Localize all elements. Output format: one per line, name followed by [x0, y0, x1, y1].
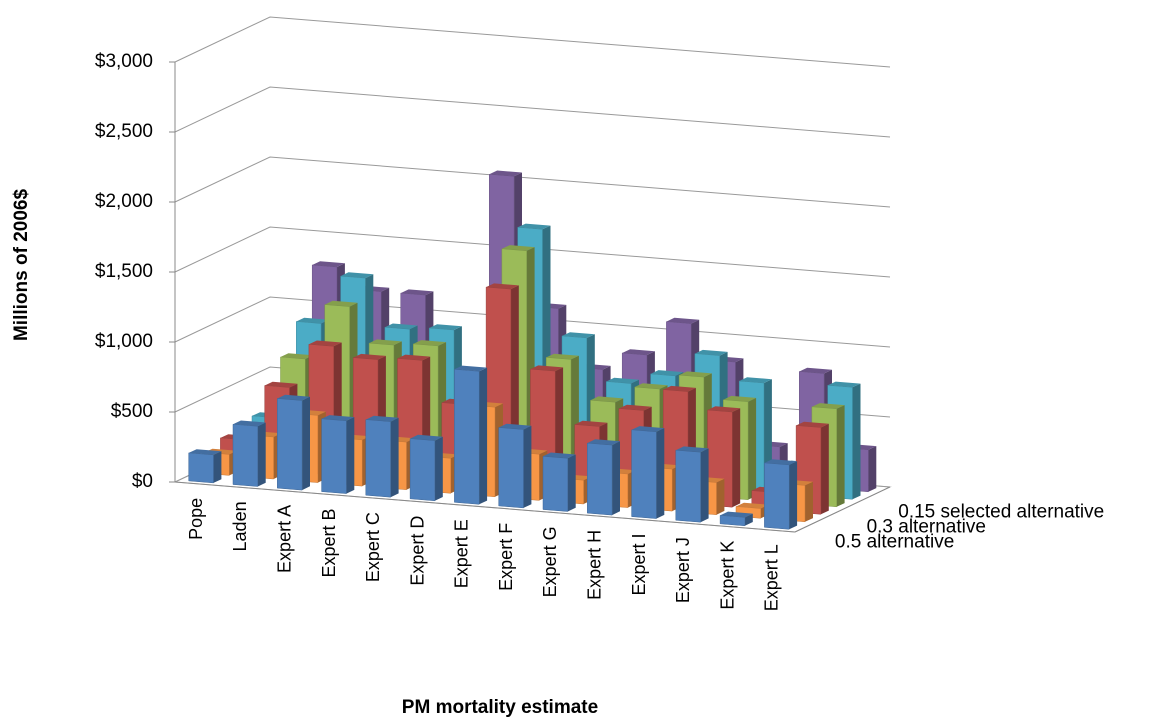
bar-side — [716, 478, 725, 515]
y-tick-label: $0 — [132, 471, 153, 492]
z-axis — [794, 486, 891, 533]
y-axis-title: Millions of 2006$ — [11, 189, 32, 341]
depth-label: 0.3 alternative — [867, 516, 986, 537]
bar-front — [232, 424, 259, 487]
bar-front — [719, 515, 746, 527]
grid-line — [174, 86, 891, 138]
bar-side — [612, 441, 620, 516]
bar-side — [257, 422, 266, 487]
y-tick-label: $3,000 — [95, 51, 153, 72]
x-tick-label: Pope — [186, 498, 206, 540]
bar — [675, 446, 709, 523]
bar — [365, 415, 399, 498]
x-tick-label: Expert A — [274, 505, 294, 573]
bar-front — [587, 442, 613, 516]
grid-line — [174, 156, 891, 208]
y-tick-label: $500 — [111, 401, 153, 422]
x-tick-label: Expert L — [762, 544, 782, 611]
bar — [188, 449, 222, 484]
bar — [498, 423, 532, 509]
y-tick-label: $2,000 — [95, 191, 153, 212]
bar-front — [764, 462, 790, 530]
bar — [321, 415, 355, 494]
bar-side — [390, 417, 399, 498]
bar-side — [805, 481, 813, 522]
x-tick-label: Expert B — [319, 509, 339, 578]
x-axis-title: PM mortality estimate — [402, 697, 598, 718]
bar-side — [346, 417, 355, 494]
x-tick-label: Expert H — [584, 530, 604, 600]
x-tick-label: Expert G — [540, 526, 560, 597]
y-tick-label: $1,000 — [95, 331, 153, 352]
bar — [277, 394, 310, 491]
bar-front — [631, 429, 657, 519]
grid-line — [174, 16, 891, 68]
bar-side — [479, 367, 488, 505]
bar — [542, 452, 576, 512]
x-tick-label: Expert F — [496, 523, 516, 591]
bar — [587, 439, 620, 516]
x-tick-label: Laden — [230, 501, 250, 551]
y-tick-label: $2,500 — [95, 121, 153, 142]
bar-side — [302, 396, 310, 491]
bar-front — [321, 418, 347, 494]
bar-front — [188, 452, 214, 484]
bar-front — [675, 449, 701, 523]
y-tick-label: $1,500 — [95, 261, 153, 282]
x-tick-label: Expert I — [629, 534, 649, 596]
bar — [707, 406, 741, 508]
bar — [409, 434, 443, 502]
bar-front — [498, 427, 524, 509]
depth-label: 0.15 selected alternative — [898, 501, 1104, 522]
grid-line — [174, 226, 891, 278]
bar-front — [454, 369, 480, 505]
bar-side — [789, 461, 798, 530]
bar-side — [700, 448, 709, 523]
bar — [232, 420, 266, 487]
bar-side — [656, 428, 665, 519]
bar-side — [748, 397, 757, 500]
depth-label: 0.5 alternative — [835, 531, 954, 552]
bar — [631, 426, 665, 519]
bar — [719, 511, 753, 527]
x-tick-label: Expert C — [363, 512, 383, 582]
bar-front — [542, 456, 569, 512]
bar-front — [277, 398, 303, 491]
bar-side — [744, 513, 753, 526]
x-tick-label: Expert D — [407, 516, 427, 586]
bar — [454, 365, 488, 505]
bar-front — [365, 419, 391, 498]
x-tick-label: Expert E — [452, 519, 472, 588]
bar-side — [820, 423, 829, 515]
bar-side — [567, 454, 576, 512]
bar — [764, 459, 798, 530]
x-tick-label: Expert K — [717, 541, 737, 610]
bar-side — [213, 451, 222, 483]
bar-side — [868, 446, 877, 492]
bar-front — [409, 438, 436, 502]
bar-side — [852, 383, 861, 500]
bar-side — [732, 408, 741, 508]
x-axis — [174, 481, 796, 533]
bar-side — [523, 425, 532, 508]
x-tick-label: Expert J — [673, 537, 693, 603]
bar-side — [836, 405, 845, 507]
bar-side — [434, 436, 443, 501]
